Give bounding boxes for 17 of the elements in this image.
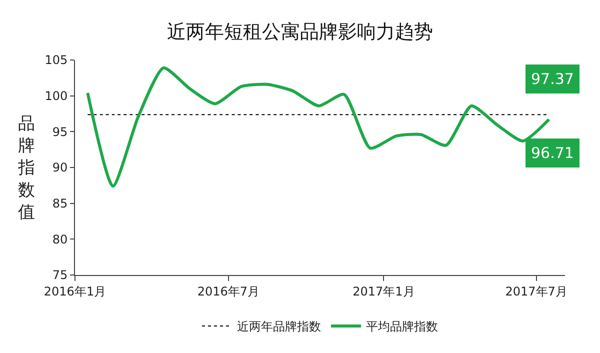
y-tick-label: 85 <box>52 196 68 211</box>
y-tick-label: 90 <box>52 160 68 175</box>
y-tick-label: 95 <box>52 124 68 139</box>
y-tick-label: 105 <box>44 53 68 68</box>
data-label: 96.71 <box>531 144 574 162</box>
x-tick-label: 2016年1月 <box>44 284 106 298</box>
data-label: 97.37 <box>531 70 574 88</box>
x-tick-label: 2017年7月 <box>505 284 568 298</box>
x-tick-label: 2017年1月 <box>352 284 415 298</box>
chart-title: 近两年短租公寓品牌影响力趋势 <box>167 21 433 44</box>
y-axis-title: 品牌指数值 <box>17 114 35 222</box>
legend-label: 平均品牌指数 <box>366 320 438 334</box>
y-tick-label: 75 <box>52 268 68 282</box>
y-tick-label: 80 <box>52 232 68 246</box>
x-tick-label: 2016年7月 <box>197 284 260 298</box>
y-tick-label: 100 <box>44 89 68 104</box>
legend-label: 近两年品牌指数 <box>237 320 321 334</box>
